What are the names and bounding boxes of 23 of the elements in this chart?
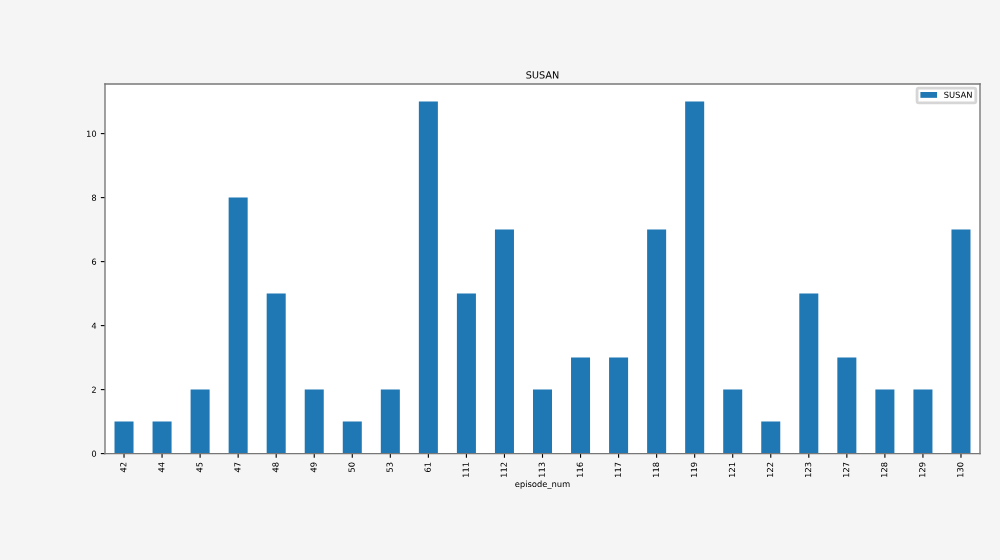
bar [418,101,438,454]
bar [532,389,553,454]
bar [494,229,514,454]
bar [685,101,705,454]
bar [609,357,629,454]
bar [837,357,857,454]
bar [913,389,933,454]
bar [456,293,476,454]
bar [951,229,971,454]
bar [114,421,134,454]
bar [799,293,819,454]
bar [266,293,286,454]
bar [342,421,362,454]
bar [228,197,248,454]
bar [723,389,743,454]
bar [875,389,895,454]
bar [380,389,400,454]
bar [304,389,324,454]
bar [571,357,591,454]
bar [152,421,172,454]
bar [647,229,667,454]
bar [190,389,210,454]
bar [761,421,781,454]
